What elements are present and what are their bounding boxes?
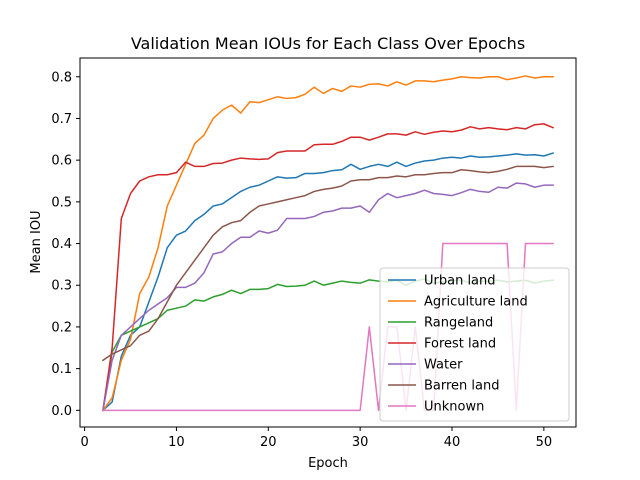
y-tick-label: 0.2: [51, 320, 72, 335]
x-tick-label: 10: [168, 435, 185, 450]
series-line-barren-land: [101, 165, 554, 362]
legend-label: Unknown: [424, 400, 484, 415]
plot-lines: [101, 75, 555, 412]
x-axis-title: Epoch: [308, 456, 348, 471]
legend-label: Forest land: [424, 337, 496, 352]
y-tick-label: 0.8: [51, 70, 72, 85]
x-tick-label: 0: [80, 435, 88, 450]
legend-label: Rangeland: [424, 316, 493, 331]
y-tick-label: 0.6: [51, 154, 72, 169]
legend-label: Urban land: [424, 274, 496, 289]
series-line-unknown: [102, 242, 554, 412]
y-tick-label: 0.7: [51, 112, 72, 127]
legend-label: Water: [424, 358, 463, 373]
series-line-urban-land: [101, 152, 554, 412]
x-tick-label: 20: [260, 435, 277, 450]
chart-title: Validation Mean IOUs for Each Class Over…: [131, 34, 525, 53]
legend-label: Barren land: [424, 379, 500, 394]
y-tick-label: 0.0: [51, 404, 72, 419]
y-tick-label: 0.5: [51, 195, 72, 210]
x-axis-ticks: 0 10 20 30 40 50: [80, 427, 552, 450]
y-tick-label: 0.3: [51, 279, 72, 294]
x-tick-label: 50: [536, 435, 553, 450]
series-line-agriculture-land: [101, 75, 554, 412]
series-line-forest-land: [102, 123, 555, 412]
legend-label: Agriculture land: [424, 295, 528, 310]
y-tick-label: 0.1: [51, 362, 72, 377]
plot-frame: [79, 57, 577, 428]
y-axis-title: Mean IOU: [29, 210, 44, 273]
x-tick-label: 30: [352, 435, 369, 450]
legend: Urban land Agriculture land Rangeland Fores…: [379, 267, 570, 422]
y-tick-label: 0.4: [51, 237, 72, 252]
x-tick-label: 40: [444, 435, 461, 450]
series-line-water: [102, 182, 554, 412]
legend-box: [379, 267, 570, 422]
y-axis-ticks: 0.0 0.1 0.2 0.3 0.4 0.5 0.6 0.7 0.8: [51, 70, 80, 419]
